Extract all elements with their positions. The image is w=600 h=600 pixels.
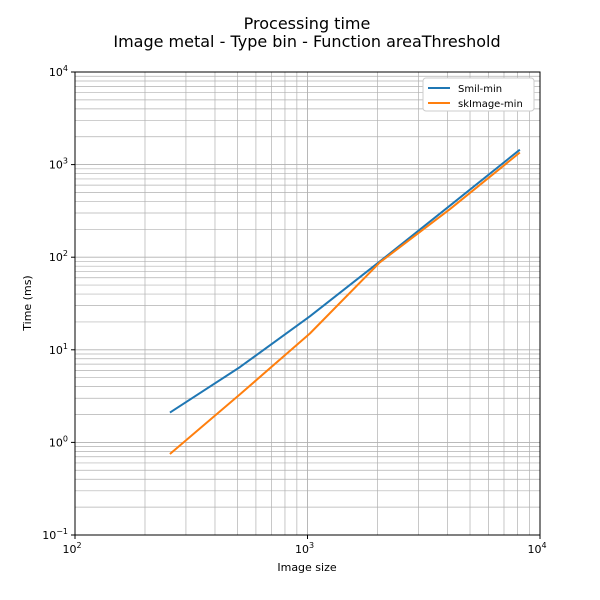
chart-subtitle: Image metal - Type bin - Function areaTh… xyxy=(113,32,500,51)
y-tick-exponent: 4 xyxy=(63,64,68,73)
y-tick-label: 103 xyxy=(49,157,68,172)
y-tick-exponent: 0 xyxy=(63,434,68,443)
x-tick-label: 104 xyxy=(527,541,546,556)
x-tick-exponent: 2 xyxy=(76,541,81,550)
y-tick-exponent: −1 xyxy=(56,527,68,536)
y-tick-exponent: 1 xyxy=(63,342,68,351)
chart-title: Processing time xyxy=(244,14,371,33)
grid xyxy=(74,72,540,536)
y-tick-label: 101 xyxy=(49,342,68,357)
y-tick-exponent: 2 xyxy=(63,249,68,258)
x-tick-label: 102 xyxy=(62,541,81,556)
legend-label-smil-min: Smil-min xyxy=(458,84,502,95)
y-tick-label: 104 xyxy=(49,64,68,79)
x-tick-exponent: 4 xyxy=(541,541,546,550)
x-tick-label: 103 xyxy=(295,541,314,556)
y-tick-label: 10−1 xyxy=(42,527,68,542)
x-tick-exponent: 3 xyxy=(309,541,314,550)
series-line-skimage-min xyxy=(169,151,521,455)
y-tick-label: 100 xyxy=(49,434,68,449)
series-line-smil-min xyxy=(169,148,521,414)
legend: Smil-min skImage-min xyxy=(422,77,535,112)
y-axis-label: Time (ms) xyxy=(21,275,34,331)
legend-box xyxy=(422,77,535,112)
x-axis-label: Image size xyxy=(277,561,337,574)
y-tick-label: 102 xyxy=(49,249,68,264)
y-tick-exponent: 3 xyxy=(63,157,68,166)
series-group xyxy=(169,148,521,455)
legend-label-skimage-min: skImage-min xyxy=(458,99,523,110)
